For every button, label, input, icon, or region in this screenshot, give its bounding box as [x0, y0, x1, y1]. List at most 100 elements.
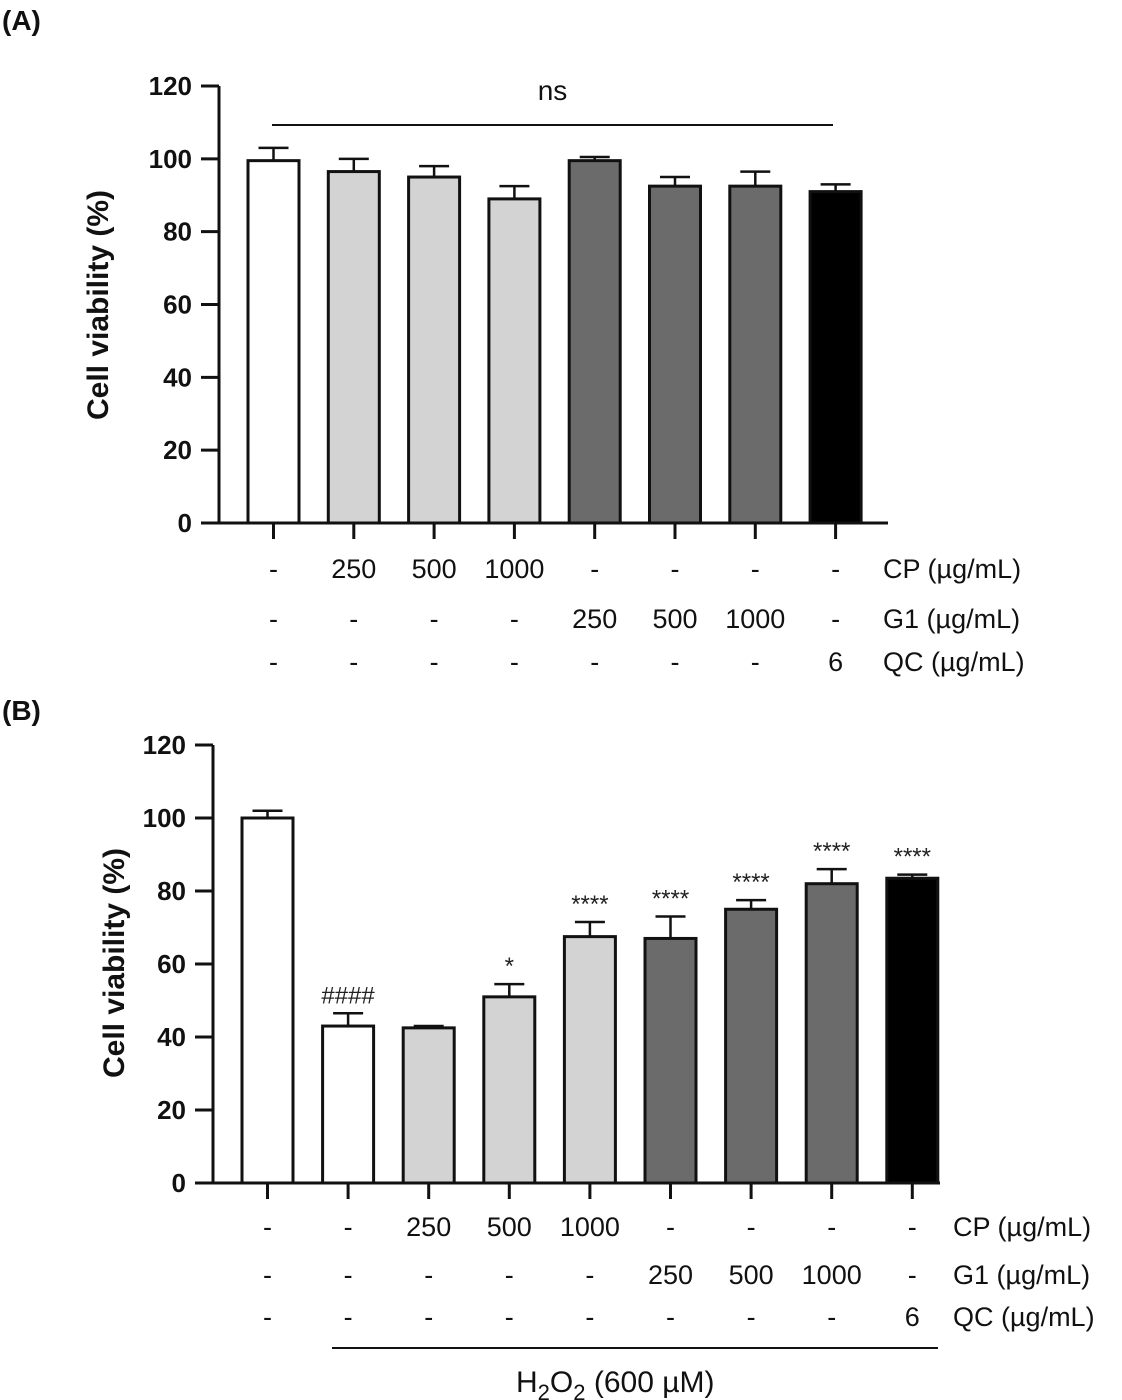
condition-value: -: [344, 1302, 353, 1332]
condition-value: -: [585, 1302, 594, 1332]
significance-label: *: [505, 953, 514, 980]
condition-label: G1 (µg/mL): [953, 1260, 1090, 1290]
condition-value: -: [263, 1302, 272, 1332]
condition-value: -: [747, 1302, 756, 1332]
y-tick-label: 40: [163, 362, 192, 392]
significance-label: ****: [894, 844, 931, 871]
bar: [724, 907, 779, 1185]
y-axis-title: Cell viability (%): [98, 848, 131, 1078]
condition-label: CP (µg/mL): [953, 1212, 1091, 1242]
panel-label: (A): [2, 5, 41, 36]
y-tick-label: 100: [149, 144, 192, 174]
condition-value: -: [827, 1302, 836, 1332]
bar: [885, 876, 940, 1185]
treatment-label-part: 2: [538, 1380, 550, 1400]
condition-value: -: [269, 604, 278, 634]
treatment-label: H2O2 (600 µM): [516, 1366, 715, 1400]
bar: [407, 175, 462, 525]
condition-value: -: [751, 647, 760, 677]
significance-label: ****: [813, 838, 850, 865]
condition-value: -: [263, 1260, 272, 1290]
condition-value: 250: [572, 604, 617, 634]
condition-value: -: [510, 647, 519, 677]
condition-value: 1000: [725, 604, 785, 634]
condition-value: -: [590, 647, 599, 677]
condition-value: -: [908, 1260, 917, 1290]
y-tick-label: 40: [157, 1022, 186, 1052]
condition-value: -: [585, 1260, 594, 1290]
condition-value: -: [344, 1260, 353, 1290]
bar: [567, 159, 622, 525]
y-tick-label: 80: [157, 876, 186, 906]
condition-value: -: [349, 604, 358, 634]
panel-label: (B): [2, 695, 41, 726]
condition-value: -: [424, 1302, 433, 1332]
y-tick-label: 120: [143, 730, 186, 760]
condition-value: 500: [729, 1260, 774, 1290]
condition-value: 6: [905, 1302, 920, 1332]
treatment-label-part: H: [516, 1366, 538, 1399]
ns-label: ns: [538, 75, 568, 106]
y-tick-label: 60: [163, 290, 192, 320]
condition-value: -: [269, 647, 278, 677]
bar: [728, 184, 783, 525]
condition-value: 1000: [560, 1212, 620, 1242]
condition-value: 500: [652, 604, 697, 634]
condition-label: QC (µg/mL): [953, 1302, 1095, 1332]
y-tick-label: 0: [172, 1168, 186, 1198]
condition-value: -: [671, 647, 680, 677]
significance-label: ####: [321, 982, 375, 1009]
y-tick-label: 120: [149, 71, 192, 101]
bar: [246, 159, 301, 525]
condition-value: 500: [412, 554, 457, 584]
y-tick-label: 20: [163, 435, 192, 465]
bar: [487, 197, 542, 525]
significance-label: ****: [571, 891, 608, 918]
condition-label: G1 (µg/mL): [883, 604, 1020, 634]
bar: [648, 184, 702, 525]
condition-value: 250: [331, 554, 376, 584]
condition-value: -: [590, 554, 599, 584]
condition-value: -: [263, 1212, 272, 1242]
bar: [326, 170, 381, 525]
bar: [643, 936, 698, 1185]
condition-value: -: [510, 604, 519, 634]
bar: [240, 816, 295, 1185]
condition-value: -: [831, 554, 840, 584]
condition-value: -: [349, 647, 358, 677]
condition-value: -: [430, 604, 439, 634]
condition-value: -: [424, 1260, 433, 1290]
condition-label: CP (µg/mL): [883, 554, 1021, 584]
significance-label: ****: [652, 886, 689, 913]
bar: [562, 935, 617, 1185]
bar: [482, 995, 537, 1185]
condition-value: -: [505, 1260, 514, 1290]
condition-value: -: [505, 1302, 514, 1332]
condition-value: -: [430, 647, 439, 677]
treatment-label-part: O: [550, 1366, 573, 1399]
bar: [321, 1024, 376, 1185]
condition-value: -: [344, 1212, 353, 1242]
condition-value: -: [666, 1302, 675, 1332]
condition-value: 1000: [802, 1260, 862, 1290]
y-tick-label: 60: [157, 949, 186, 979]
panel-b: (B) Cell viability (%) 0 20 40 60 80 100 120 - - - #…: [2, 695, 1095, 1400]
condition-label: QC (µg/mL): [883, 647, 1025, 677]
condition-value: -: [827, 1212, 836, 1242]
y-axis-title: Cell viability (%): [82, 190, 115, 420]
condition-value: 250: [406, 1212, 451, 1242]
condition-value: 6: [828, 647, 843, 677]
bar: [401, 1026, 456, 1185]
condition-value: 500: [487, 1212, 532, 1242]
treatment-label-part: (600 µM): [586, 1366, 715, 1399]
condition-value: -: [908, 1212, 917, 1242]
panel-a: (A) Cell viability (%) 0 20 40 60 80 100 120 - - - 2…: [2, 5, 1025, 677]
condition-value: 250: [648, 1260, 693, 1290]
condition-value: -: [751, 554, 760, 584]
y-tick-label: 0: [178, 508, 192, 538]
bar: [804, 882, 859, 1185]
y-tick-label: 20: [157, 1095, 186, 1125]
treatment-label-part: 2: [573, 1380, 585, 1400]
condition-value: -: [747, 1212, 756, 1242]
condition-value: -: [269, 554, 278, 584]
